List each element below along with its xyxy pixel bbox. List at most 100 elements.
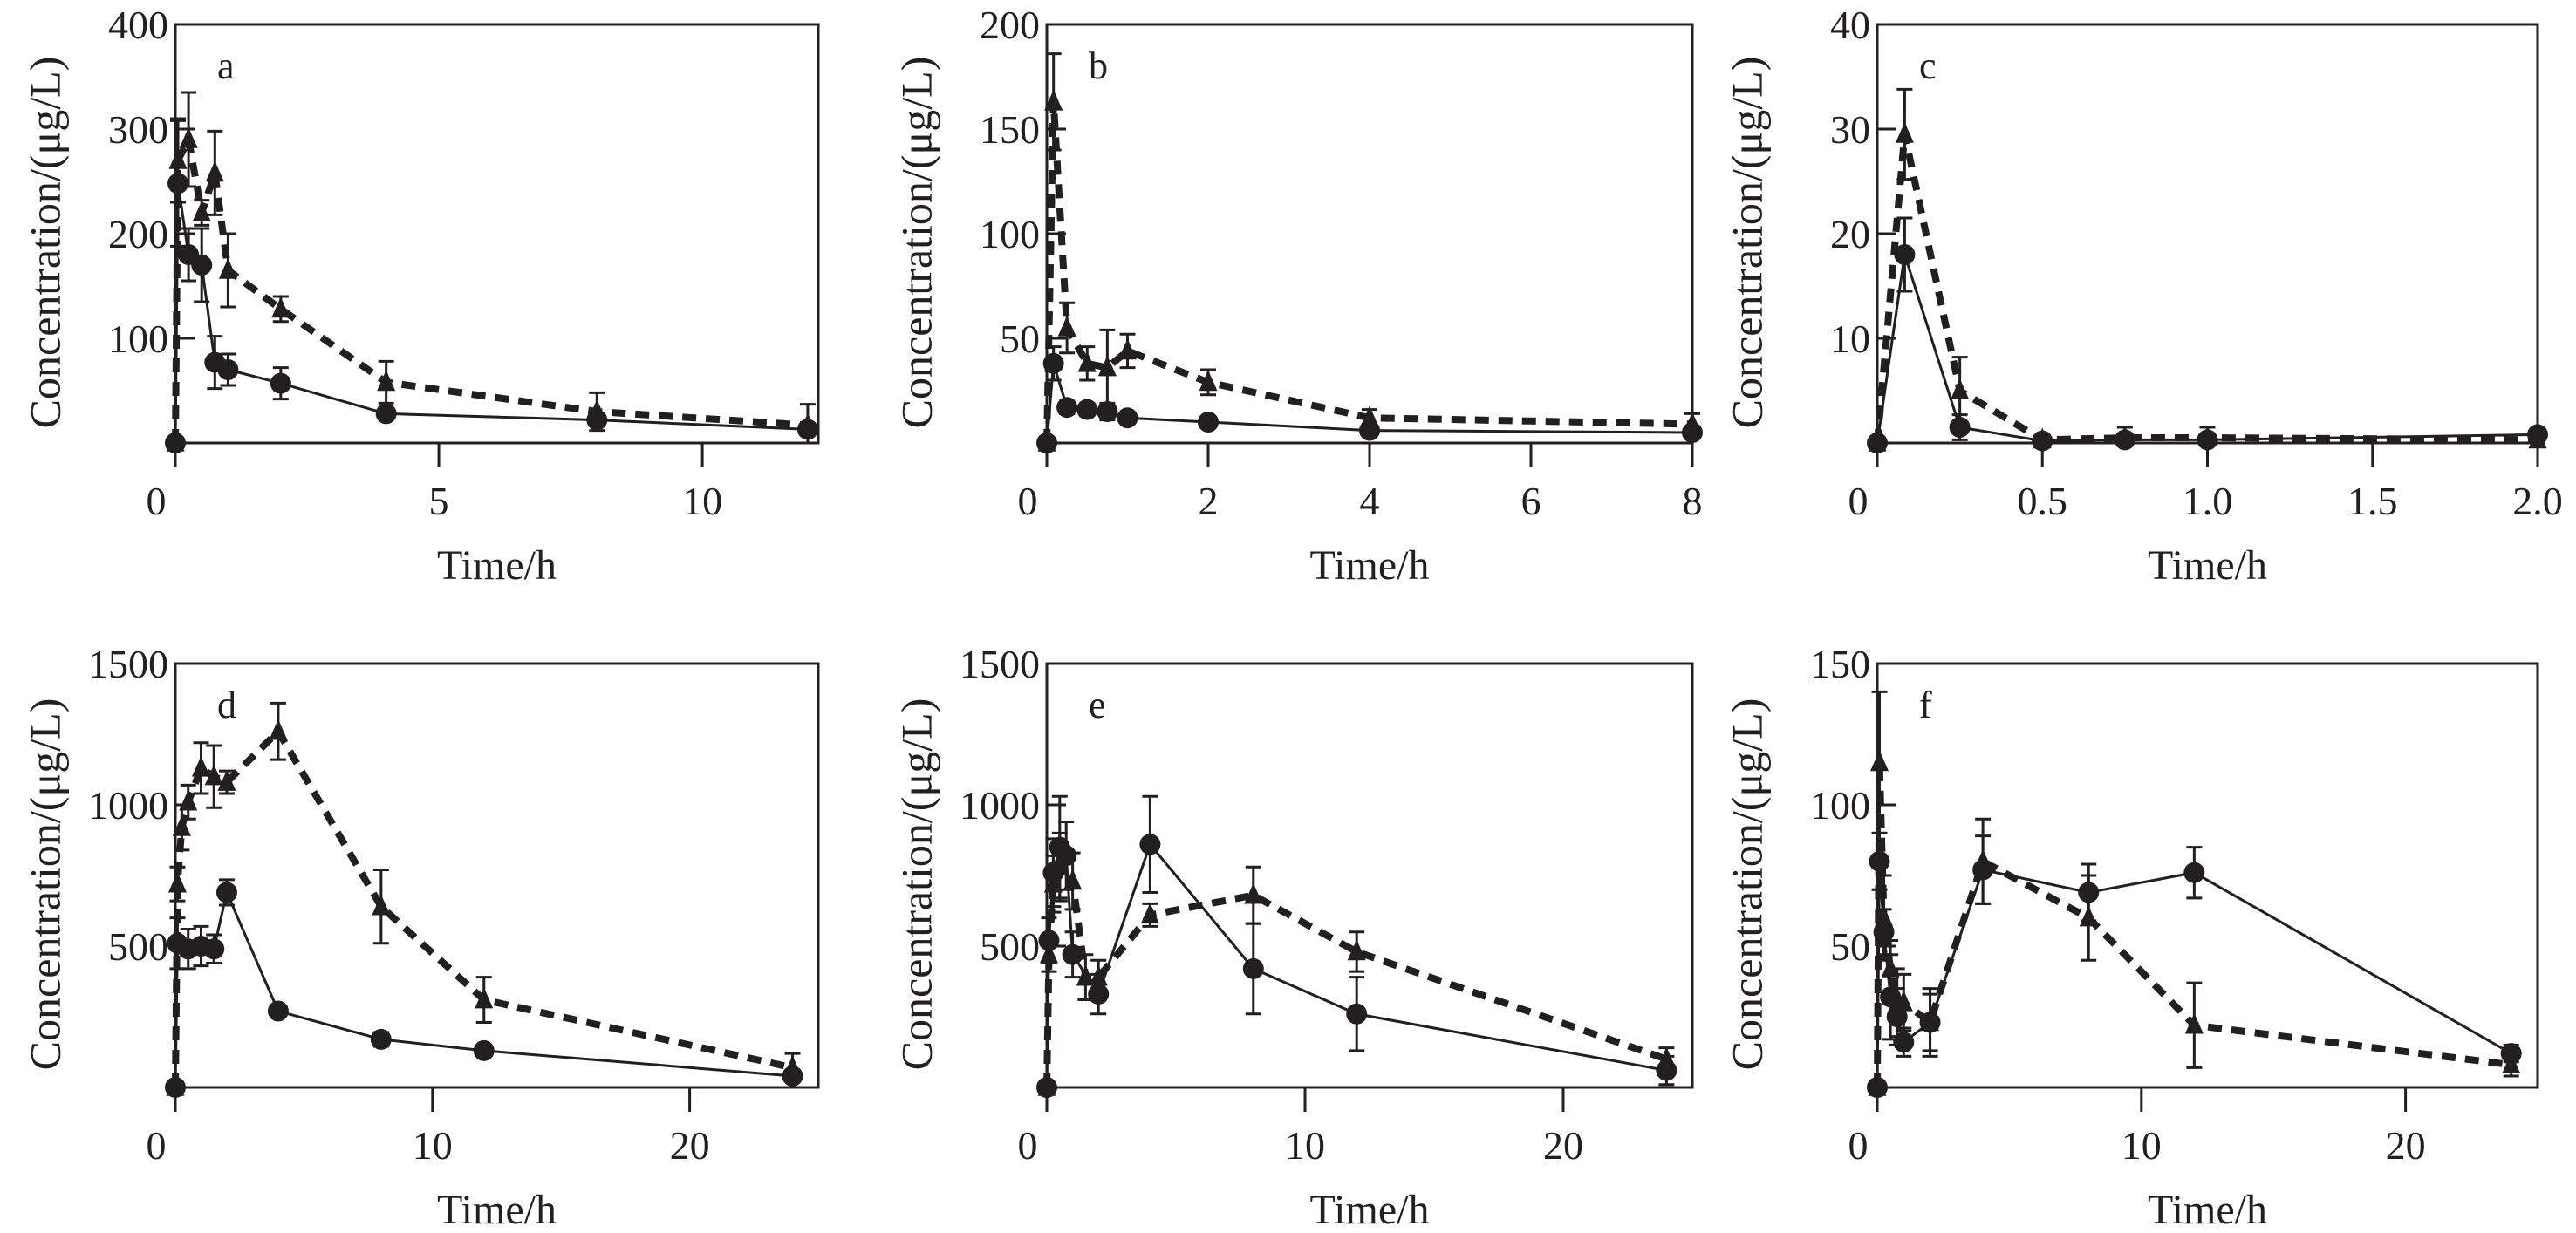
data-point-triangle bbox=[1895, 122, 1914, 143]
x-tick-label: 0 bbox=[1018, 1123, 1038, 1168]
data-point-circle bbox=[1076, 399, 1098, 420]
data-point-circle bbox=[1198, 412, 1219, 433]
data-point-triangle bbox=[1870, 750, 1889, 772]
data-point-circle bbox=[191, 255, 213, 276]
data-point-triangle bbox=[1140, 903, 1159, 924]
data-point-triangle bbox=[1868, 431, 1887, 452]
data-point-circle bbox=[217, 359, 239, 380]
y-tick-label: 1500 bbox=[960, 642, 1040, 686]
x-tick-label: 1.5 bbox=[2347, 479, 2398, 523]
data-point-triangle bbox=[1881, 956, 1900, 978]
data-point-triangle bbox=[783, 1055, 803, 1077]
data-point-triangle bbox=[587, 399, 606, 420]
series-line bbox=[172, 128, 809, 444]
series-circle-solid bbox=[1867, 216, 2548, 453]
series-triangle-dashed bbox=[166, 91, 817, 452]
y-tick-label: 500 bbox=[108, 924, 168, 969]
data-point-circle bbox=[370, 1028, 392, 1050]
data-point-triangle bbox=[1868, 1075, 1887, 1096]
data-point-triangle bbox=[372, 894, 391, 916]
x-tick-label: 8 bbox=[1683, 479, 1703, 523]
series-circle-solid bbox=[1036, 345, 1703, 453]
x-tick-label: 20 bbox=[670, 1123, 710, 1168]
y-axis-label: Concentration/(μg/L) bbox=[892, 698, 941, 1071]
data-point-triangle bbox=[2184, 1012, 2204, 1034]
y-axis-label: Concentration/(μg/L) bbox=[892, 57, 941, 429]
y-axis-label: Concentration/(μg/L) bbox=[1723, 57, 1772, 429]
data-point-triangle bbox=[1875, 905, 1894, 927]
x-axis-label: Time/h bbox=[1310, 542, 1430, 589]
data-point-triangle bbox=[192, 201, 211, 221]
data-point-triangle bbox=[2528, 427, 2547, 449]
data-point-triangle bbox=[191, 755, 210, 777]
x-tick-label: 0 bbox=[1848, 1123, 1869, 1168]
series-line bbox=[1874, 133, 2538, 444]
data-point-triangle bbox=[1039, 942, 1058, 964]
x-tick-label: 5 bbox=[429, 479, 449, 523]
x-tick-label: 2.0 bbox=[2512, 479, 2563, 523]
data-point-triangle bbox=[1057, 316, 1076, 337]
y-tick-label: 200 bbox=[108, 212, 168, 256]
panel-b: b 0 2 4 6 8 50 100 150 200 Time/h Concentration/(μg… bbox=[892, 3, 1703, 589]
data-point-triangle bbox=[269, 719, 288, 740]
x-tick-label: 10 bbox=[2122, 1123, 2162, 1168]
series-triangle-dashed bbox=[1868, 690, 2521, 1096]
data-point-triangle bbox=[172, 814, 191, 836]
series-triangle-dashed bbox=[1037, 52, 1702, 452]
data-point-circle bbox=[1139, 834, 1161, 855]
data-point-triangle bbox=[2198, 426, 2217, 446]
panel-label: e bbox=[1089, 684, 1106, 726]
data-point-circle bbox=[1062, 943, 1083, 965]
y-axis-label: Concentration/(μg/L) bbox=[1723, 698, 1772, 1071]
x-axis-label: Time/h bbox=[437, 1187, 557, 1233]
data-point-triangle bbox=[798, 412, 817, 434]
y-tick-label: 300 bbox=[108, 107, 168, 152]
data-point-triangle bbox=[1037, 1075, 1056, 1096]
data-point-triangle bbox=[2502, 1052, 2521, 1073]
data-point-triangle bbox=[166, 1075, 185, 1096]
data-point-triangle bbox=[1077, 351, 1097, 372]
x-tick-label: 10 bbox=[682, 479, 722, 523]
panel-label: f bbox=[1919, 684, 1932, 726]
x-tick-label: 0 bbox=[1848, 479, 1869, 523]
data-point-circle bbox=[1346, 1003, 1368, 1025]
data-point-triangle bbox=[1063, 869, 1083, 890]
data-point-triangle bbox=[475, 987, 494, 1009]
plot-frame bbox=[174, 662, 820, 1089]
panel-d: d 0 10 20 500 1000 1500 Time/h Concentration/(μg… bbox=[21, 642, 820, 1233]
data-point-triangle bbox=[168, 148, 188, 169]
x-tick-label: 0 bbox=[147, 1123, 167, 1168]
data-point-triangle bbox=[1657, 1046, 1676, 1068]
data-point-triangle bbox=[1921, 1010, 1940, 1032]
panel-f: f 0 10 20 50 100 150 Time/h Concentration/(μg/L) bbox=[1723, 642, 2539, 1233]
series-line bbox=[1876, 254, 2538, 444]
data-point-circle bbox=[1242, 957, 1264, 979]
x-tick-label: 2 bbox=[1199, 479, 1219, 523]
x-tick-label: 4 bbox=[1360, 479, 1380, 523]
series-line bbox=[172, 725, 794, 1088]
data-point-triangle bbox=[271, 296, 290, 318]
data-point-triangle bbox=[377, 370, 396, 392]
y-tick-label: 50 bbox=[1000, 317, 1040, 361]
data-point-triangle bbox=[2115, 426, 2135, 446]
y-tick-label: 50 bbox=[1830, 924, 1870, 969]
data-point-triangle bbox=[1097, 355, 1117, 377]
data-point-triangle bbox=[1347, 939, 1366, 961]
data-point-circle bbox=[473, 1039, 495, 1061]
y-axis-label: Concentration/(μg/L) bbox=[21, 698, 70, 1071]
x-tick-label: 1.0 bbox=[2183, 479, 2233, 523]
data-point-triangle bbox=[1076, 964, 1095, 986]
plot-frame bbox=[1045, 23, 1694, 445]
series-line bbox=[1043, 101, 1693, 444]
y-tick-label: 30 bbox=[1830, 107, 1870, 152]
series-triangle-dashed bbox=[1868, 87, 2547, 452]
y-tick-label: 10 bbox=[1830, 317, 1870, 361]
panel-c: c 0 0.5 1.0 1.5 2.0 10 20 30 40 Time/h Concentratio… bbox=[1723, 3, 2563, 589]
data-point-triangle bbox=[1951, 378, 1970, 399]
data-point-circle bbox=[1056, 397, 1078, 419]
series-triangle-dashed bbox=[166, 701, 803, 1096]
x-tick-label: 0.5 bbox=[2018, 479, 2068, 523]
plot-frame bbox=[1876, 23, 2539, 445]
data-point-triangle bbox=[1244, 882, 1263, 904]
